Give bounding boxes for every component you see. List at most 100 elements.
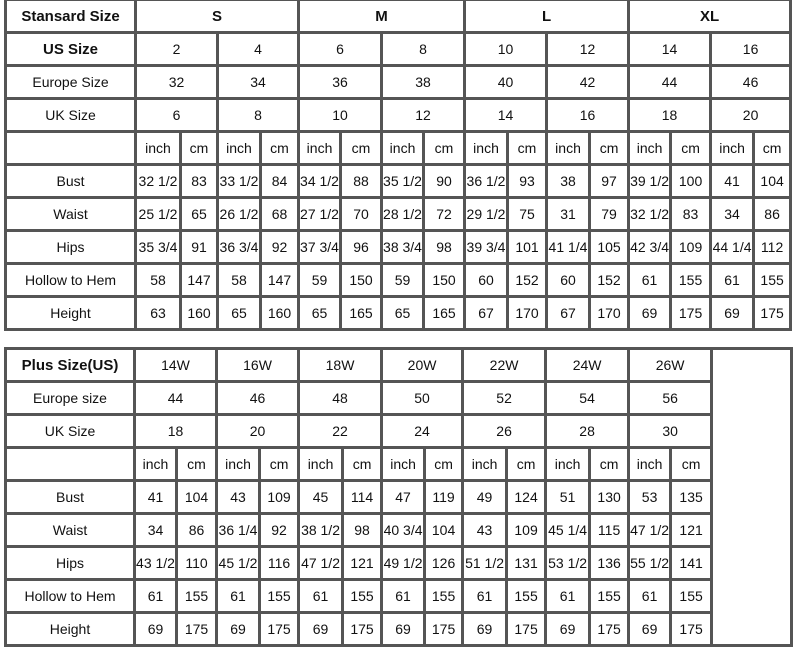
plus-measurement-row: Hips 43 1/2 110 45 1/2 116 47 1/2 121 49 1/2 126… — [4, 545, 792, 581]
measurement-value: 41 — [133, 479, 178, 515]
measurement-value: 67 — [463, 295, 510, 331]
measurement-value: 98 — [341, 512, 384, 548]
measurement-value: 165 — [422, 295, 467, 331]
measurement-value: 170 — [588, 295, 631, 331]
europe-size-value: 42 — [545, 64, 631, 100]
us-size-row: US Size 2 4 6 8 10 12 14 16 — [4, 31, 793, 67]
unit-inch: inch — [463, 130, 510, 166]
measurement-value: 141 — [669, 545, 714, 581]
measurement-value: 68 — [258, 196, 301, 232]
unit-cm: cm — [339, 130, 384, 166]
us-size-value: 16 — [709, 31, 793, 67]
measurement-label: Waist — [4, 196, 137, 232]
plus-us-size-value: 24W — [544, 347, 631, 383]
measurement-value: 69 — [627, 295, 673, 331]
measurement-value: 61 — [709, 262, 756, 298]
plus-us-size-value: 18W — [297, 347, 384, 383]
uk-size-value: 6 — [134, 97, 219, 133]
measurement-value: 47 1/2 — [297, 545, 345, 581]
europe-size-value: 32 — [134, 64, 219, 100]
measurement-value: 105 — [588, 229, 631, 265]
unit-inch: inch — [133, 446, 178, 482]
measurement-value: 33 1/2 — [216, 163, 262, 199]
measurement-value: 25 1/2 — [134, 196, 182, 232]
measurement-value: 49 1/2 — [380, 545, 427, 581]
measurement-value: 35 1/2 — [380, 163, 426, 199]
measurement-value: 83 — [669, 196, 713, 232]
unit-cm: cm — [179, 130, 219, 166]
unit-inch: inch — [544, 446, 592, 482]
measurement-value: 51 1/2 — [461, 545, 509, 581]
standard-size-header: Stansard Size — [4, 0, 137, 34]
plus-europe-size-value: 56 — [627, 380, 714, 416]
measurement-value: 97 — [588, 163, 631, 199]
measurement-value: 34 — [133, 512, 178, 548]
measurement-value: 60 — [463, 262, 510, 298]
unit-inch: inch — [380, 446, 427, 482]
measurement-value: 175 — [669, 611, 714, 647]
measurement-value: 160 — [258, 295, 301, 331]
measurement-value: 84 — [258, 163, 301, 199]
measurement-value: 119 — [423, 479, 465, 515]
plus-europe-size-label: Europe size — [4, 380, 136, 416]
measurement-value: 36 1/4 — [215, 512, 262, 548]
measurement-value: 109 — [669, 229, 713, 265]
measurement-value: 42 3/4 — [627, 229, 673, 265]
plus-europe-size-value: 46 — [215, 380, 301, 416]
plus-unit-row: inch cm inch cm inch cm inch cm inch cm inch cm inch… — [4, 446, 792, 482]
measurement-value: 72 — [422, 196, 467, 232]
measurement-value: 175 — [752, 295, 793, 331]
measurement-value: 61 — [461, 578, 509, 614]
measurement-value: 86 — [174, 512, 219, 548]
measurement-value: 58 — [134, 262, 182, 298]
europe-size-value: 40 — [463, 64, 549, 100]
measurement-label: Height — [4, 295, 137, 331]
measurement-value: 39 3/4 — [463, 229, 510, 265]
measurement-value: 61 — [297, 578, 345, 614]
us-size-value: 4 — [215, 31, 301, 67]
measurement-value: 110 — [174, 545, 219, 581]
us-size-value: 14 — [627, 31, 713, 67]
unit-inch: inch — [461, 446, 509, 482]
measurement-value: 155 — [258, 578, 301, 614]
measurement-value: 155 — [669, 262, 713, 298]
plus-uk-size-value: 28 — [544, 413, 631, 449]
unit-inch: inch — [134, 130, 182, 166]
measurement-value: 55 1/2 — [627, 545, 673, 581]
measurement-value: 47 — [380, 479, 427, 515]
measurement-value: 69 — [544, 611, 592, 647]
unit-cm: cm — [258, 446, 301, 482]
measurement-value: 27 1/2 — [297, 196, 343, 232]
measurement-value: 61 — [627, 578, 673, 614]
plus-uk-size-value: 20 — [215, 413, 301, 449]
plus-us-size-row: Plus Size(US) 14W 16W 18W 20W 22W 24W 26W — [4, 347, 794, 647]
measurement-value: 69 — [133, 611, 178, 647]
measurement-label: Waist — [4, 512, 136, 548]
measurement-value: 67 — [545, 295, 592, 331]
measurement-value: 90 — [422, 163, 467, 199]
plus-uk-size-value: 18 — [132, 413, 219, 449]
measurement-value: 155 — [341, 578, 384, 614]
measurement-value: 65 — [216, 295, 262, 331]
blank-cell — [710, 347, 794, 647]
europe-size-row: Europe Size 32 34 36 38 40 42 44 46 — [4, 64, 793, 100]
measurement-value: 152 — [506, 262, 549, 298]
plus-uk-size-value: 30 — [627, 413, 714, 449]
measurement-value: 53 — [627, 479, 673, 515]
measurement-value: 37 3/4 — [297, 229, 343, 265]
measurement-value: 69 — [709, 295, 756, 331]
measurement-label: Bust — [4, 163, 137, 199]
measurement-value: 175 — [258, 611, 301, 647]
measurement-value: 41 1/4 — [545, 229, 592, 265]
size-group-l: L — [463, 0, 631, 34]
measurement-value: 61 — [544, 578, 592, 614]
plus-uk-size-row: UK Size 18 20 22 24 26 28 30 — [4, 413, 792, 449]
uk-size-value: 20 — [709, 97, 793, 133]
measurement-value: 61 — [215, 578, 262, 614]
unit-inch: inch — [297, 130, 343, 166]
unit-inch: inch — [627, 446, 673, 482]
measurement-value: 41 — [709, 163, 756, 199]
us-size-value: 12 — [545, 31, 631, 67]
measurement-value: 47 1/2 — [627, 512, 673, 548]
measurement-value: 32 1/2 — [627, 196, 673, 232]
